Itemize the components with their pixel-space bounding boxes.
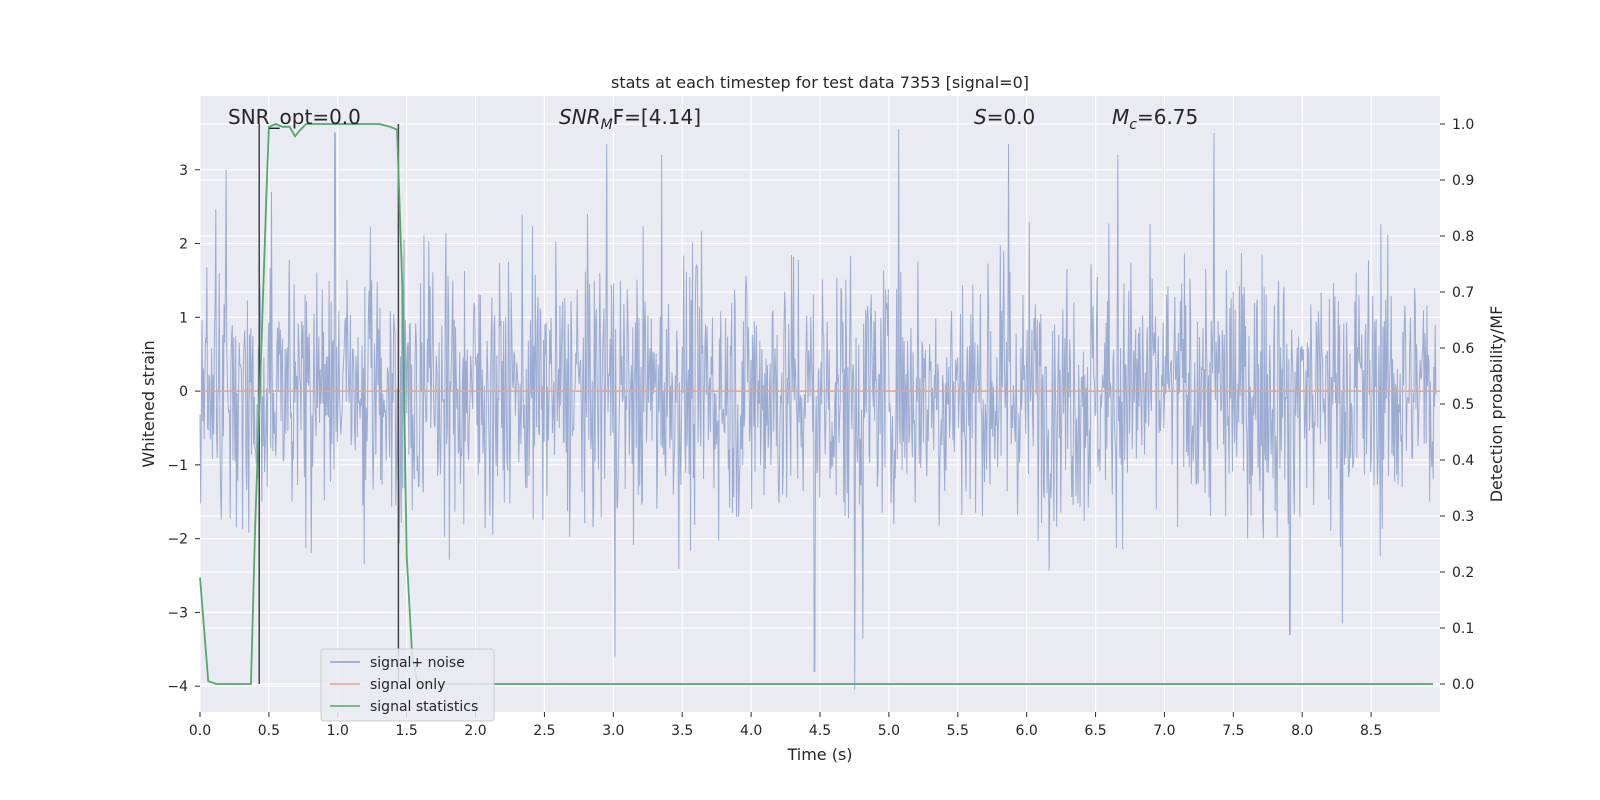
annotation-s-rest: =0.0 — [987, 105, 1036, 129]
y-tick-label-2: 1 — [179, 310, 188, 326]
legend-label-signal-statistics: signal statistics — [370, 699, 478, 715]
legend-label-signal-only: signal only — [370, 677, 445, 693]
y-right-tick-label-7: 0.3 — [1452, 509, 1474, 525]
x-tick-label-6: 3.0 — [602, 723, 624, 739]
y-right-tick-label-10: 0.0 — [1452, 677, 1474, 693]
x-tick-label-9: 4.5 — [809, 723, 831, 739]
annotation-snr-mf-base: SNR — [559, 105, 601, 129]
x-tick-label-2: 1.0 — [327, 723, 349, 739]
annotation-s-sym: S — [974, 105, 987, 129]
x-tick-label-7: 3.5 — [671, 723, 693, 739]
x-tick-label-11: 5.5 — [947, 723, 969, 739]
signal-noise-line — [199, 129, 1437, 690]
y-right-tick-label-3: 0.7 — [1452, 285, 1474, 301]
x-tick-label-17: 8.5 — [1360, 723, 1382, 739]
x-tick-label-12: 6.0 — [1016, 723, 1038, 739]
y-axis-right-label: Detection probability/MF — [1487, 306, 1506, 503]
x-axis-label: Time (s) — [786, 745, 852, 764]
chart-title: stats at each timestep for test data 735… — [611, 73, 1029, 92]
y-tick-label-5: −2 — [167, 532, 188, 548]
x-tick-label-3: 1.5 — [396, 723, 418, 739]
x-tick-label-16: 8.0 — [1291, 723, 1313, 739]
x-tick-label-10: 5.0 — [878, 723, 900, 739]
x-tick-label-13: 6.5 — [1084, 723, 1106, 739]
x-tick-label-14: 7.0 — [1153, 723, 1175, 739]
y-right-tick-label-4: 0.6 — [1452, 341, 1474, 357]
annotation-snr-mf: SNRMF=[4.14] — [559, 105, 701, 133]
y-right-tick-label-6: 0.4 — [1452, 453, 1474, 469]
annotation-mc-sub: c — [1129, 117, 1137, 133]
x-tick-label-0: 0.0 — [189, 723, 211, 739]
x-tick-label-5: 2.5 — [533, 723, 555, 739]
y-right-tick-label-8: 0.2 — [1452, 565, 1474, 581]
y-tick-label-0: 3 — [179, 163, 188, 179]
y-right-tick-label-2: 0.8 — [1452, 229, 1474, 245]
x-tick-label-4: 2.0 — [464, 723, 486, 739]
x-tick-label-15: 7.5 — [1222, 723, 1244, 739]
annotation-mc-sym: M — [1112, 105, 1129, 129]
x-tick-label-8: 4.0 — [740, 723, 762, 739]
legend-label-signal-noise: signal+ noise — [370, 655, 465, 671]
annotation-s: S=0.0 — [974, 105, 1035, 129]
annotation-snr-mf-rest: F=[4.14] — [613, 105, 701, 129]
legend: signal+ noise signal only signal statist… — [320, 648, 495, 722]
y-right-tick-label-1: 0.9 — [1452, 173, 1474, 189]
series-signal-statistics — [199, 123, 1434, 685]
annotation-mc: Mc=6.75 — [1112, 105, 1198, 133]
y-tick-label-7: −4 — [167, 679, 188, 695]
y-axis-label: Whitened strain — [139, 340, 158, 467]
signal-statistics-line — [199, 123, 1434, 685]
x-tick-label-1: 0.5 — [258, 723, 280, 739]
y-tick-label-6: −3 — [167, 605, 188, 621]
legend-box — [320, 648, 495, 722]
y-right-tick-label-9: 0.1 — [1452, 621, 1474, 637]
y-tick-label-1: 2 — [179, 237, 188, 253]
series-signal-noise — [199, 129, 1437, 690]
y-right-tick-label-0: 1.0 — [1452, 117, 1474, 133]
y-right-tick-label-5: 0.5 — [1452, 397, 1474, 413]
y-tick-label-4: −1 — [167, 458, 188, 474]
annotation-snr-opt: SNR_opt=0.0 — [228, 105, 361, 129]
annotation-snr-mf-sub: M — [601, 117, 613, 133]
annotation-mc-rest: =6.75 — [1137, 105, 1198, 129]
tick-labels: 0.0 0.5 1.0 1.5 2.0 2.5 3.0 3.5 4.0 4.5 5.0 5.5 6.0 6… — [167, 117, 1474, 739]
y-tick-label-3: 0 — [179, 384, 188, 400]
